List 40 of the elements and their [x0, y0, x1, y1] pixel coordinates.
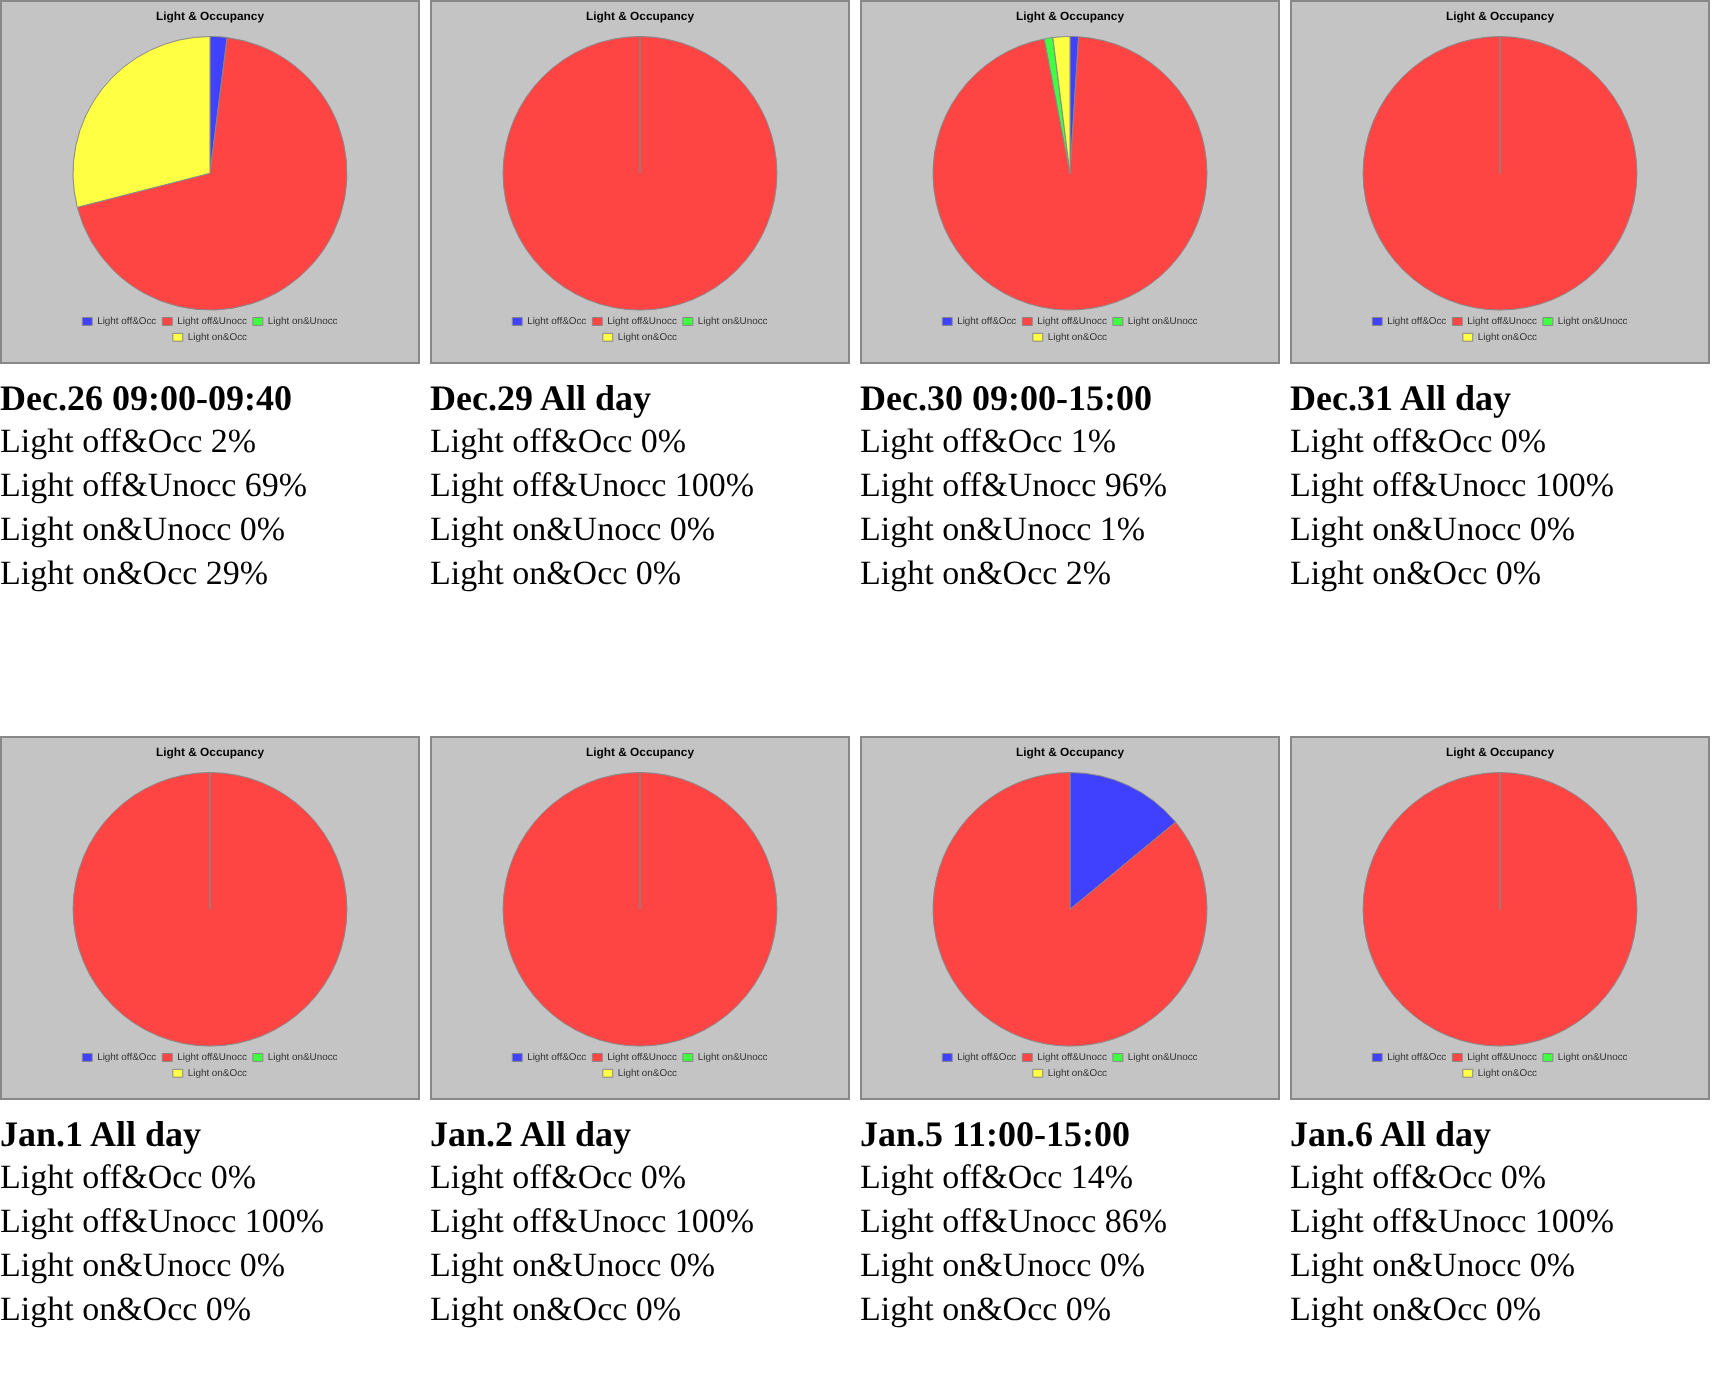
category-label: Light on&Occ 0% [1290, 554, 1542, 592]
category-label: Light off&Occ 2% [0, 422, 257, 460]
category-label: Light on&Unocc 1% [860, 510, 1146, 548]
category-label: Light off&Occ 0% [430, 1158, 687, 1196]
category-label: Light off&Occ 0% [1290, 1158, 1547, 1196]
category-label: Light on&Occ 0% [1290, 1290, 1542, 1328]
text: Jan.1 All day [0, 1112, 204, 1156]
text: Dec.29 All day [430, 376, 653, 420]
text: Jan.2 All day [430, 1112, 634, 1156]
category-label: Light on&Unocc 0% [860, 1246, 1146, 1284]
text: Jan.6 All day [1290, 1112, 1494, 1156]
category-label: Light off&Unocc 96% [860, 466, 1168, 504]
category-label: Light on&Occ 29% [0, 554, 269, 592]
category-label: Light off&Unocc 100% [430, 466, 755, 504]
text: Dec.26 09:00-09:40 [0, 376, 294, 420]
category-label: Light off&Unocc 69% [0, 466, 308, 504]
category-label: Light on&Occ 0% [430, 554, 682, 592]
text: Jan.5 11:00-15:00 [860, 1112, 1132, 1156]
text: Dec.30 09:00-15:00 [860, 376, 1154, 420]
category-label: Light on&Occ 2% [860, 554, 1112, 592]
category-label: Light on&Occ 0% [430, 1290, 682, 1328]
category-label: Light off&Occ 14% [860, 1158, 1134, 1196]
category-label: Light on&Unocc 0% [0, 1246, 286, 1284]
category-label: Light off&Unocc 100% [1290, 1202, 1615, 1240]
category-label: Light off&Unocc 100% [1290, 466, 1615, 504]
category-label: Light off&Occ 1% [860, 422, 1117, 460]
category-label: Light on&Occ 0% [0, 1290, 252, 1328]
category-label: Light off&Unocc 86% [860, 1202, 1168, 1240]
category-label: Light on&Unocc 0% [1290, 1246, 1576, 1284]
category-label: Light on&Unocc 0% [0, 510, 286, 548]
text: Dec.31 All day [1290, 376, 1513, 420]
category-label: Light off&Occ 0% [0, 1158, 257, 1196]
category-label: Light off&Occ 0% [1290, 422, 1547, 460]
category-label: Light off&Unocc 100% [0, 1202, 325, 1240]
category-label: Light off&Unocc 100% [430, 1202, 755, 1240]
category-label: Light on&Unocc 0% [430, 1246, 716, 1284]
category-label: Light on&Unocc 0% [1290, 510, 1576, 548]
category-label: Light off&Occ 0% [430, 422, 687, 460]
category-label: Light on&Occ 0% [860, 1290, 1112, 1328]
category-label: Light on&Unocc 0% [430, 510, 716, 548]
